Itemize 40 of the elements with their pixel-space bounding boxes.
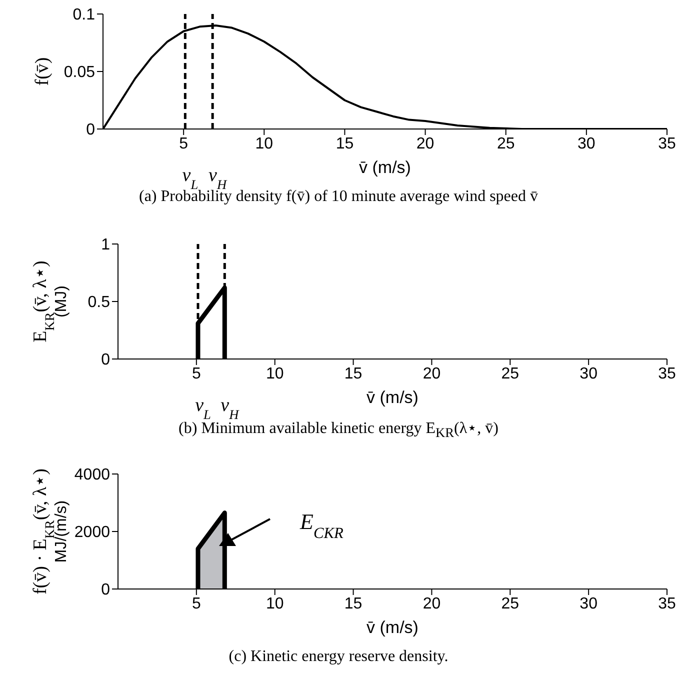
x-tick-label: 25 bbox=[501, 595, 520, 612]
y-tick-label: 2000 bbox=[74, 524, 110, 542]
ref-line-label: v$_{H}$ bbox=[220, 395, 240, 422]
y-axis-title: f(v̄) bbox=[32, 57, 53, 86]
text: (b) Minimum available kinetic energy E$_{KR}$(λ⋆, v̄) bbox=[178, 419, 500, 442]
x-tick-label: 10 bbox=[255, 135, 274, 152]
x-axis-title: v̄ (m/s) bbox=[359, 158, 411, 177]
y-tick-label: 0 bbox=[86, 122, 96, 139]
x-tick-label: 5 bbox=[192, 365, 201, 382]
x-tick-label: 30 bbox=[578, 135, 596, 152]
y-tick-label: 4000 bbox=[74, 466, 110, 484]
annotation: E$_{CKR}$ bbox=[299, 509, 344, 542]
x-tick-label: 35 bbox=[658, 365, 676, 382]
x-tick-label: 15 bbox=[336, 135, 354, 152]
x-tick-label: 25 bbox=[501, 365, 520, 382]
y-tick-label: 1 bbox=[101, 236, 110, 254]
x-tick-label: 10 bbox=[266, 365, 284, 382]
x-tick-label: 30 bbox=[580, 365, 598, 382]
text: (c) Kinetic energy reserve density. bbox=[228, 648, 450, 666]
x-tick-label: 5 bbox=[179, 135, 188, 152]
x-tick-label: 15 bbox=[344, 595, 362, 612]
x-tick-label: 30 bbox=[580, 595, 598, 612]
x-tick-label: 20 bbox=[416, 135, 434, 152]
x-tick-label: 20 bbox=[422, 365, 441, 382]
x-axis-title: v̄ (m/s) bbox=[366, 618, 418, 637]
y-tick-label: 0.5 bbox=[88, 294, 110, 312]
y-tick-label: 0 bbox=[101, 352, 110, 369]
y-tick-label: 0.1 bbox=[72, 6, 96, 24]
x-tick-label: 10 bbox=[266, 595, 284, 612]
x-tick-label: 20 bbox=[422, 595, 441, 612]
text: (a) Probability density f(v̄) of 10 minute average wind speed v̄ bbox=[138, 188, 539, 206]
x-tick-label: 35 bbox=[658, 595, 676, 612]
y-tick-label: 0 bbox=[101, 582, 110, 599]
x-tick-label: 25 bbox=[496, 135, 515, 152]
x-axis-title: v̄ (m/s) bbox=[366, 388, 418, 407]
x-tick-label: 35 bbox=[658, 135, 676, 152]
y-tick-label: 0.05 bbox=[64, 64, 96, 82]
ref-line-label: v$_{L}$ bbox=[195, 395, 211, 422]
x-tick-label: 5 bbox=[192, 595, 201, 612]
x-tick-label: 15 bbox=[344, 365, 362, 382]
